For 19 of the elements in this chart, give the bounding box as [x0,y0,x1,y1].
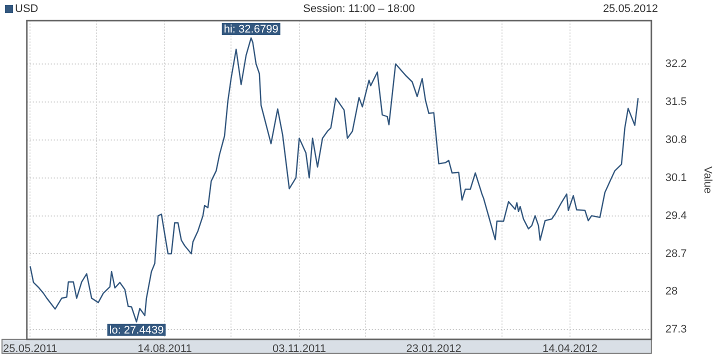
y-tick-label: 30.1 [665,172,687,184]
y-tick-label: 28.7 [665,248,687,260]
x-tick-label: 23.01.2012 [406,343,462,356]
y-tick-label: 27.3 [665,324,687,336]
text: 25.05.2012 [602,3,658,15]
x-tick-label: 03.11.2011 [272,343,326,356]
y-tick-label: 28 [665,286,678,298]
x-tick-label: 14.04.2012 [542,343,598,356]
legend-label: USD [15,3,38,15]
chart-subtitle: Session: 11:00 – 18:00 [303,3,415,15]
x-tick-label: 25.05.2011 [3,343,58,356]
y-tick-label: 30.8 [665,134,687,146]
y-tick-label: 29.4 [665,210,687,222]
y-axis-title: Value [701,166,714,194]
x-tick-label: 14.08.2011 [138,343,192,356]
annotation: lo: 27.4439 [109,324,164,336]
y-tick-label: 32.2 [665,58,687,70]
y-tick-label: 31.5 [665,96,687,108]
annotation: hi: 32.6799 [224,23,278,36]
